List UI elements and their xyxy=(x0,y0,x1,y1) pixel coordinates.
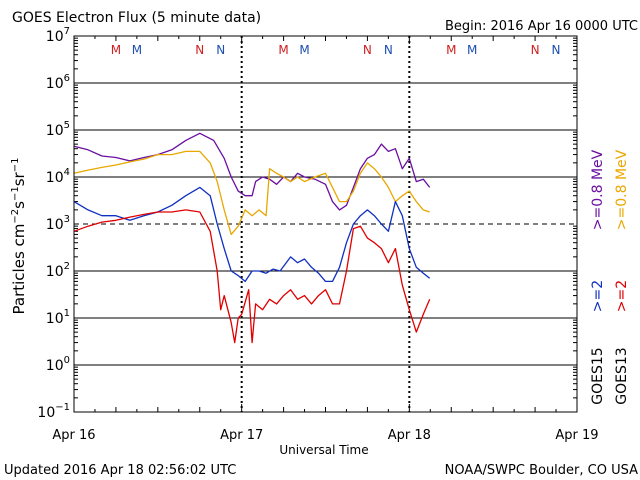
y-tick-label: 107 xyxy=(46,26,70,45)
mn-marker: M xyxy=(446,43,456,57)
mn-marker: M xyxy=(278,43,288,57)
mn-marker: M xyxy=(467,43,477,57)
mn-marker: M xyxy=(132,43,142,57)
legend-goes15-08mev: >=0.8 MeV xyxy=(590,149,606,230)
mn-marker: N xyxy=(552,43,561,57)
legend-goes15-2mev: >=2 xyxy=(590,280,606,312)
y-tick-label: 104 xyxy=(46,167,70,186)
agency-credit: NOAA/SWPC Boulder, CO USA xyxy=(445,463,638,478)
grid-layer xyxy=(73,36,578,412)
y-tick-label: 105 xyxy=(46,120,70,139)
begin-time-label: Begin: 2016 Apr 16 0000 UTC xyxy=(445,19,638,34)
legend-goes13-2mev: >=2 xyxy=(614,280,630,312)
y-tick-label: 102 xyxy=(46,261,70,280)
x-tick-label: Apr 16 xyxy=(52,428,95,443)
mn-marker: M xyxy=(111,43,121,57)
series-layer xyxy=(73,132,431,344)
x-tick-label: Apr 19 xyxy=(555,428,598,443)
y-tick-label: 106 xyxy=(46,73,70,92)
tick-layer: 107 106 105 104 103 102 101 100 10−1 Apr 16 Apr 17… xyxy=(37,26,598,443)
mn-marker: N xyxy=(216,43,225,57)
mn-marker: N xyxy=(195,43,204,57)
y-tick-label: 101 xyxy=(46,308,70,327)
mn-marker: N xyxy=(531,43,540,57)
x-tick-label: Apr 17 xyxy=(220,428,263,443)
y-tick-label: 100 xyxy=(46,355,70,374)
y-axis-label: Particles cm−2s−1sr−1 xyxy=(10,158,28,315)
updated-timestamp: Updated 2016 Apr 18 02:56:02 UTC xyxy=(4,463,236,478)
y-tick-label: 103 xyxy=(46,214,70,233)
legend-goes13-label: GOES13 xyxy=(614,347,630,404)
mn-marker: N xyxy=(384,43,393,57)
mn-marker: M xyxy=(299,43,309,57)
mn-marker: N xyxy=(363,43,372,57)
chart-title: GOES Electron Flux (5 minute data) xyxy=(12,10,261,26)
series-line xyxy=(73,209,431,344)
legend-goes15-label: GOES15 xyxy=(590,347,606,404)
series-line xyxy=(73,150,430,236)
x-axis-label: Universal Time xyxy=(279,443,368,457)
plot-frame xyxy=(73,35,578,413)
series-line xyxy=(73,186,431,283)
legend-layer: >=0.8 MeV >=0.8 MeV >=2 >=2 GOES13 GOES15 xyxy=(590,149,630,404)
legend-goes13-08mev: >=0.8 MeV xyxy=(614,149,630,230)
y-tick-label: 10−1 xyxy=(37,402,70,421)
x-tick-label: Apr 18 xyxy=(388,428,431,443)
